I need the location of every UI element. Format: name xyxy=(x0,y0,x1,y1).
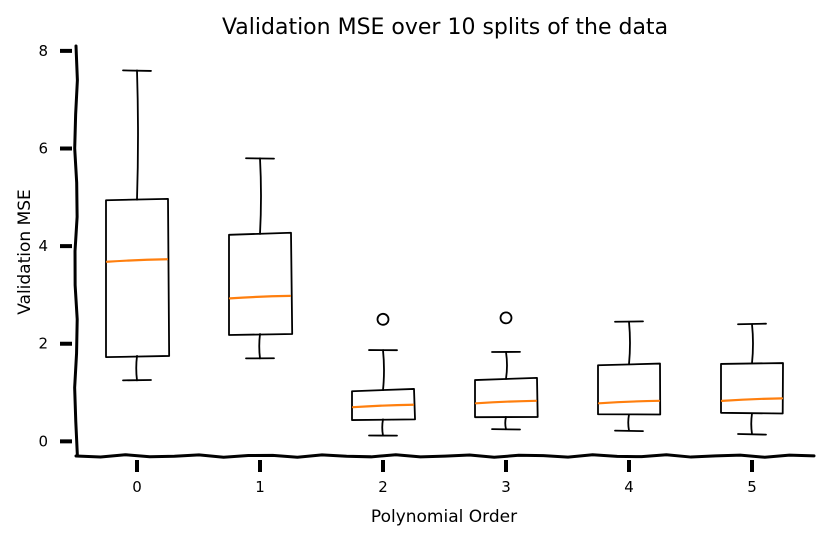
median-line xyxy=(474,399,538,405)
whisker-high xyxy=(751,323,754,365)
whisker-low xyxy=(627,413,630,432)
whisker-high xyxy=(505,351,508,380)
median-line xyxy=(228,294,292,300)
median-line xyxy=(351,403,415,409)
y-axis-line xyxy=(73,44,79,458)
boxes xyxy=(105,69,784,437)
x-tick-label: 1 xyxy=(255,478,265,496)
box-iqr xyxy=(720,362,784,415)
whisker-low xyxy=(750,412,753,435)
y-tick-label: 6 xyxy=(38,140,48,158)
cap-low xyxy=(737,433,767,436)
chart-title: Validation MSE over 10 splits of the dat… xyxy=(222,15,668,40)
cap-high xyxy=(122,69,152,72)
box-3 xyxy=(474,311,539,431)
y-tick-label: 2 xyxy=(38,335,48,353)
whisker-high xyxy=(382,349,385,392)
whisker-low xyxy=(504,416,507,431)
box-iqr xyxy=(351,388,416,421)
x-tick-label: 0 xyxy=(132,478,142,496)
whisker-low xyxy=(258,333,261,360)
whisker-high xyxy=(628,320,631,366)
median-line xyxy=(105,258,169,263)
whisker-high xyxy=(259,157,262,235)
box-iqr xyxy=(597,362,662,416)
x-tick-label: 5 xyxy=(747,478,757,496)
box-iqr xyxy=(228,231,294,336)
box-1 xyxy=(228,157,294,360)
box-0 xyxy=(105,69,171,382)
axis-ticks: 0 2 4 6 8 0 1 2 3 4 5 xyxy=(38,42,756,496)
outlier-point xyxy=(499,311,513,325)
y-tick-label: 4 xyxy=(38,237,48,255)
x-tick-label: 3 xyxy=(501,478,511,496)
box-2 xyxy=(351,312,416,437)
whisker-high xyxy=(136,69,139,201)
whisker-low xyxy=(381,418,384,437)
cap-low xyxy=(614,429,644,433)
x-axis-line xyxy=(74,453,816,459)
x-tick-label: 4 xyxy=(624,478,634,496)
outlier-point xyxy=(376,312,390,326)
cap-high xyxy=(737,322,767,326)
whisker-low xyxy=(135,355,138,382)
median-line xyxy=(720,397,784,402)
box-iqr xyxy=(105,197,171,359)
x-tick-label: 2 xyxy=(378,478,388,496)
box-iqr xyxy=(474,376,539,419)
y-tick-label: 8 xyxy=(38,42,48,60)
axes xyxy=(73,44,816,459)
box-5 xyxy=(720,322,784,436)
median-line xyxy=(597,399,661,405)
y-axis-label: Validation MSE xyxy=(15,189,35,315)
y-tick-label: 0 xyxy=(38,432,48,450)
box-4 xyxy=(597,320,662,433)
x-axis-label: Polynomial Order xyxy=(371,507,517,527)
